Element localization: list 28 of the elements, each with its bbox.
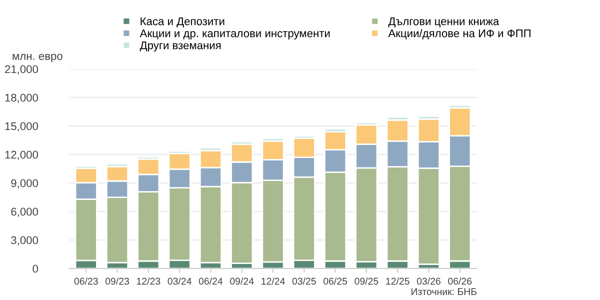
y-tick-label: 15,000 [5, 122, 38, 132]
y-tick-label: 9,000 [11, 179, 38, 188]
y-tick-label: 3,000 [11, 236, 38, 246]
legend-label: Каса и Депозити [140, 17, 224, 28]
legend-label: Акции/дялове на ИФ и ФПП [388, 29, 530, 40]
x-tick-label: 06/26 [448, 278, 472, 285]
y-tick-label: 6,000 [11, 208, 38, 217]
y-axis-title: млн. евро [12, 54, 62, 62]
legend-label: Други вземания [140, 42, 221, 52]
x-tick-label: 06/24 [198, 278, 223, 285]
y-tick-label: 0 [32, 264, 38, 273]
x-tick-label: 06/23 [74, 278, 98, 285]
x-tick-label: 12/23 [137, 278, 160, 285]
y-tick-label: 18,000 [5, 94, 38, 103]
legend-label: Дългови ценни книжа [388, 17, 500, 28]
x-tick-label: 12/24 [262, 278, 285, 285]
x-tick-label: 12/25 [386, 278, 410, 285]
text: Източник: БНБ [412, 288, 476, 296]
x-tick-label: 03/24 [168, 278, 192, 285]
legend-label: Акции и др. капиталови инструменти [140, 30, 330, 40]
x-tick-label: 03/25 [292, 278, 316, 285]
x-tick-label: 03/26 [416, 278, 440, 285]
y-tick-label: 21,000 [5, 65, 38, 74]
x-tick-label: 09/25 [354, 278, 378, 285]
x-tick-label: 09/23 [105, 278, 130, 285]
y-tick-label: 12,000 [5, 150, 38, 160]
x-tick-label: 06/25 [324, 278, 348, 285]
x-tick-label: 09/24 [230, 278, 254, 285]
